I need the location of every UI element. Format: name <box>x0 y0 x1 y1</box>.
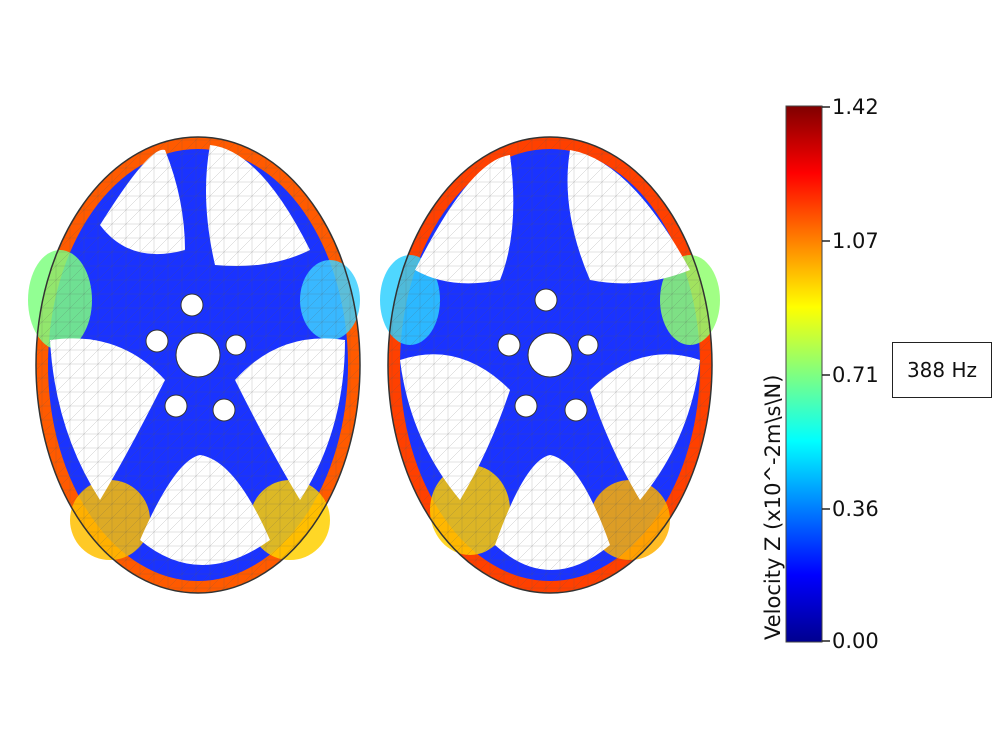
colorbar-tick-1: 1.07 <box>832 229 879 253</box>
colorbar-ticks <box>822 106 830 642</box>
colorbar <box>785 105 830 643</box>
colorbar-title: Velocity Z (x10^-2m\s\N) <box>761 374 785 640</box>
left-wheel-mode-shape <box>28 136 361 594</box>
colorbar-tick-min: 0.00 <box>832 629 879 653</box>
colorbar-tick-3: 0.36 <box>832 497 879 521</box>
right-wheel-mode-shape <box>380 136 720 594</box>
colorbar-tick-max: 1.42 <box>832 95 879 119</box>
colorbar-gradient <box>785 105 823 643</box>
colorbar-tick-2: 0.71 <box>832 363 879 387</box>
frequency-label: 388 Hz <box>892 342 992 398</box>
